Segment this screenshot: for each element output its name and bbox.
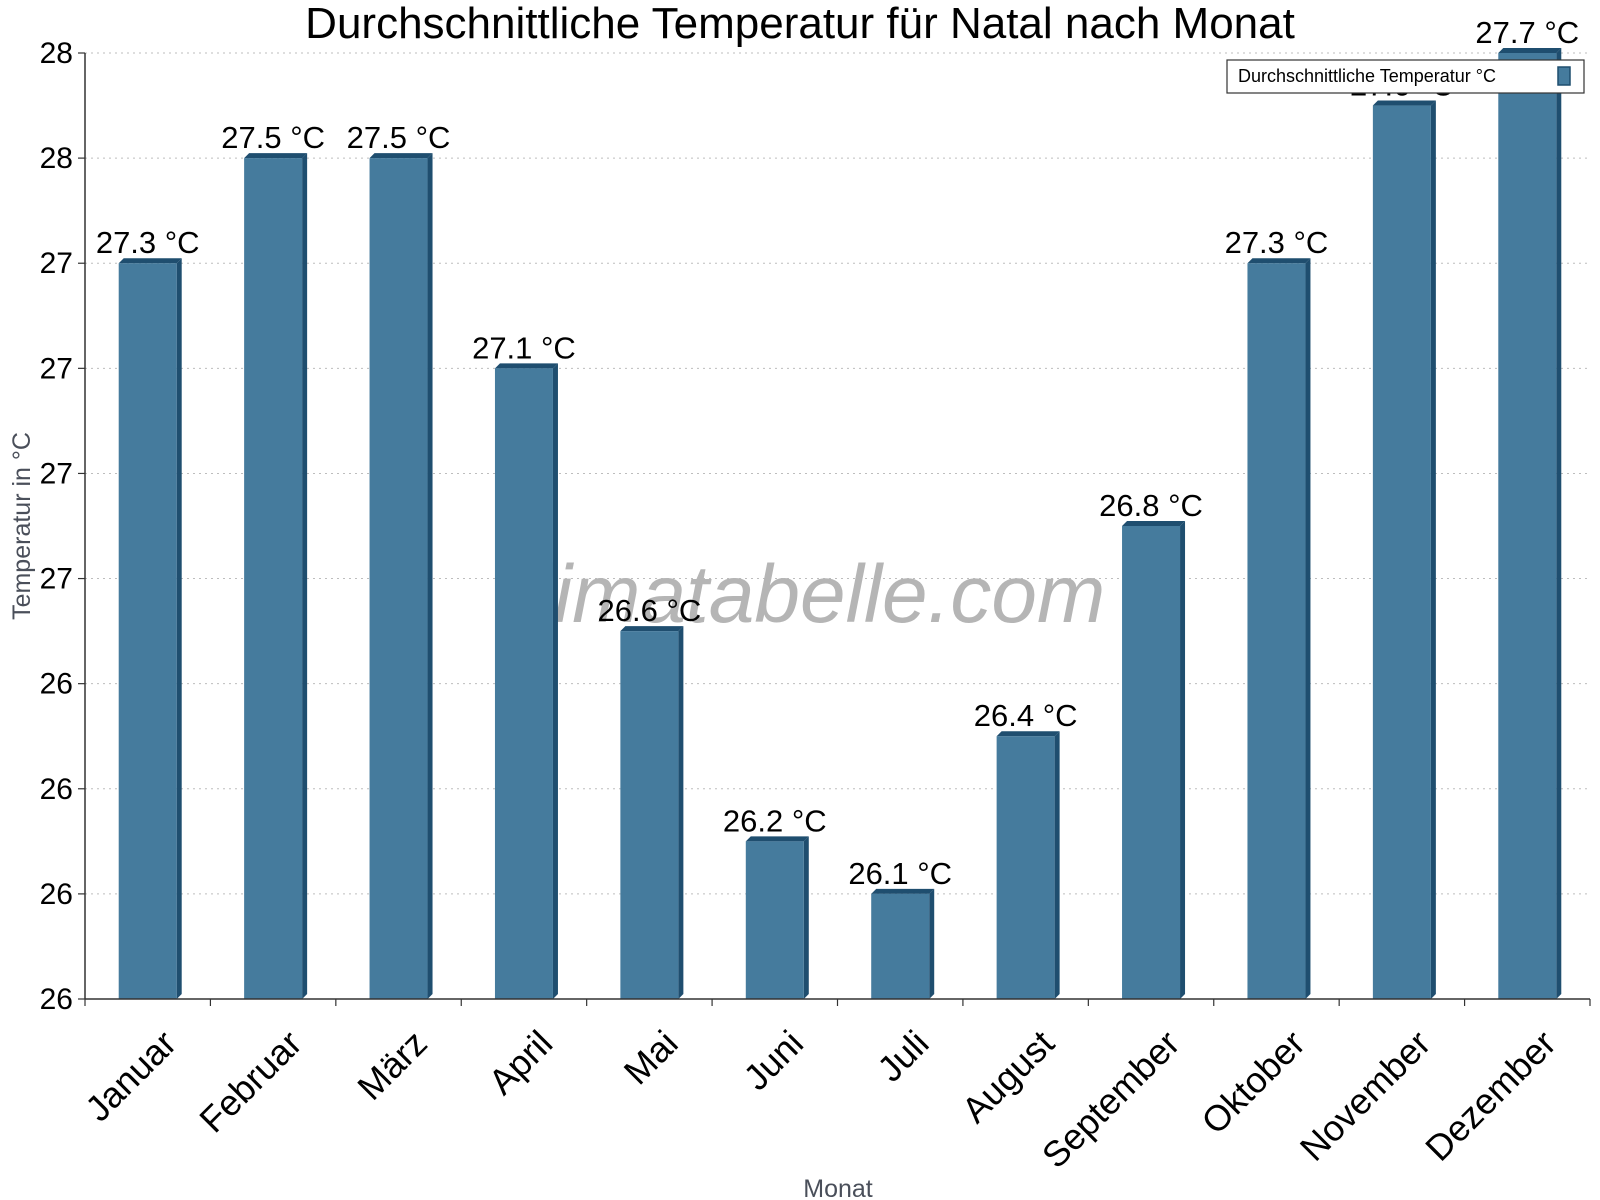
legend-swatch: [1557, 66, 1571, 86]
bar-front: [1247, 263, 1306, 999]
y-tick-label: 26: [40, 878, 73, 911]
x-axis-title: Monat: [803, 1175, 873, 1200]
data-label: 26.4 °C: [974, 698, 1078, 733]
data-label: 26.8 °C: [1099, 488, 1203, 523]
x-tick-label: März: [349, 1022, 435, 1108]
bar-top: [494, 363, 558, 369]
x-tick-label: Oktober: [1193, 1022, 1313, 1142]
y-tick-label: 27: [40, 247, 73, 280]
bar-april: [494, 363, 558, 999]
y-tick-label: 27: [40, 563, 73, 596]
bar-front: [244, 158, 303, 1000]
data-labels: 27.3 °C 27.5 °C 27.5 °C 27.1 °C 26.6 °C 26.2 …: [96, 15, 1579, 891]
y-tick-label: 27: [40, 352, 73, 385]
x-tick-label: April: [480, 1022, 560, 1102]
y-tick-label: 27: [40, 457, 73, 490]
y-tick-label: 28: [40, 37, 73, 70]
bar-front: [369, 158, 428, 1000]
bar-top: [369, 153, 433, 159]
bar-august: [996, 731, 1060, 999]
bar-front: [1122, 526, 1181, 999]
bar-top: [1372, 100, 1436, 106]
bar-side: [176, 258, 182, 999]
grid-lines: [85, 52, 1590, 895]
watermark: klimatabelle.com: [495, 549, 1106, 640]
bar-side: [1180, 521, 1186, 999]
bar-september: [1122, 521, 1186, 999]
bar-side: [1305, 258, 1311, 999]
bar-front: [1498, 53, 1557, 999]
legend-label: Durchschnittliche Temperatur °C: [1238, 66, 1496, 86]
bar-november: [1372, 100, 1436, 1000]
bar-top: [745, 836, 809, 842]
bar-front: [745, 841, 804, 999]
bar-front: [996, 736, 1055, 999]
x-tick-label: Dezember: [1417, 1022, 1563, 1168]
x-tick-label: August: [954, 1022, 1062, 1130]
bar-side: [302, 153, 308, 1000]
bar-februar: [244, 153, 308, 1000]
legend-box: [1226, 59, 1585, 94]
x-tick-label: September: [1034, 1022, 1188, 1176]
bar-side: [1430, 100, 1436, 1000]
data-label: 27.3 °C: [1225, 225, 1329, 260]
data-label: 26.2 °C: [723, 803, 827, 838]
y-tick-label: 26: [40, 668, 73, 701]
data-label: 26.6 °C: [598, 593, 702, 628]
bar-front: [620, 631, 679, 999]
bar-top: [871, 888, 935, 894]
bar-front: [1372, 105, 1431, 1000]
bar-top: [620, 626, 684, 632]
bar-front: [118, 263, 177, 999]
bar-oktober: [1247, 258, 1311, 999]
bar-side: [1556, 48, 1562, 999]
bar-side: [803, 836, 809, 999]
bar-märz: [369, 153, 433, 1000]
bar-side: [427, 153, 433, 1000]
bar-top: [996, 731, 1060, 737]
bar-front: [871, 893, 930, 999]
data-label: 27.5 °C: [347, 120, 451, 155]
bar-top: [1122, 521, 1186, 526]
y-axis: 26 26 26 26 27 27 27 27 28 28: [40, 37, 85, 1016]
data-label: 26.1 °C: [848, 856, 952, 891]
x-tick-label: Juli: [869, 1022, 936, 1089]
y-tick-label: 26: [40, 773, 73, 806]
bar-front: [494, 368, 553, 999]
x-tick-label: November: [1292, 1022, 1438, 1168]
bars: [118, 48, 1562, 1000]
bar-dezember: [1498, 48, 1562, 999]
y-tick-label: 26: [40, 983, 73, 1016]
legend: Durchschnittliche Temperatur °C: [1226, 59, 1585, 94]
x-tick-label: Mai: [616, 1022, 686, 1092]
bar-top: [118, 258, 182, 264]
data-label: 27.7 °C: [1475, 15, 1579, 50]
x-axis: Januar Februar März April Mai Juni Juli AugustS…: [77, 999, 1591, 1176]
x-tick-label: Juni: [735, 1022, 811, 1098]
y-tick-label: 28: [40, 142, 73, 175]
bar-side: [929, 888, 935, 999]
data-label: 27.3 °C: [96, 225, 200, 260]
bar-side: [1054, 731, 1060, 999]
bar-top: [1247, 258, 1311, 264]
y-axis-title: Temperatur in °C: [8, 432, 36, 620]
bar-juni: [745, 836, 809, 999]
bar-side: [678, 626, 684, 999]
chart-title: Durchschnittliche Temperatur für Natal n…: [305, 0, 1295, 48]
bar-januar: [118, 258, 182, 999]
bar-side: [552, 363, 558, 999]
bar-top: [244, 153, 308, 159]
x-tick-label: Januar: [77, 1022, 184, 1129]
bar-mai: [620, 626, 684, 999]
x-tick-label: Februar: [191, 1022, 309, 1140]
bar-juli: [871, 888, 935, 999]
data-label: 27.5 °C: [221, 120, 325, 155]
bar-top: [1498, 48, 1562, 53]
data-label: 27.1 °C: [472, 330, 576, 365]
